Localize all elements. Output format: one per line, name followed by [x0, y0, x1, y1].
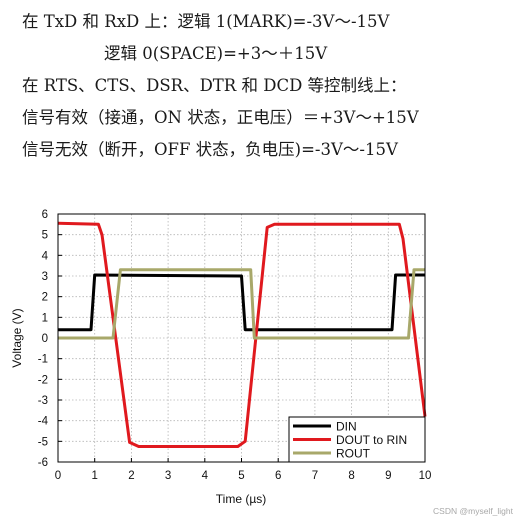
x-tick-label: 5: [238, 470, 244, 482]
plot-frame: [57, 213, 426, 463]
x-tick-label: 3: [165, 470, 171, 482]
x-tick-label: 10: [419, 470, 432, 482]
y-tick-label: -2: [38, 374, 48, 386]
x-tick-label: 4: [202, 470, 209, 482]
y-axis-label: Voltage (V): [10, 308, 24, 367]
x-tick-label: 6: [275, 470, 281, 482]
text-line-5: 信号无效（断开，OFF 状态，负电压)=-3V～-15V: [22, 140, 398, 159]
x-tick-label: 7: [312, 470, 318, 482]
y-tick-label: 5: [42, 230, 48, 242]
series-line-dout-to-rin: [57, 221, 427, 448]
watermark-text: CSDN @myself_light: [433, 506, 513, 516]
series-line-din: [58, 273, 425, 332]
series-line-rout: [58, 268, 425, 340]
legend-label: ROUT: [336, 447, 371, 461]
x-tick-label: 0: [55, 470, 61, 482]
series-lines: [57, 221, 427, 448]
text-block: 在 TxD 和 RxD 上：逻辑 1(MARK)=-3V～-15V 逻辑 0(S…: [22, 6, 512, 166]
x-tick-label: 9: [385, 470, 391, 482]
legend-label: DIN: [336, 420, 357, 434]
y-tick-label: -5: [38, 436, 48, 448]
x-tick-label: 1: [91, 470, 97, 482]
y-tick-label: 4: [42, 250, 49, 262]
y-tick-label: -4: [38, 416, 49, 428]
text-line-3: 在 RTS、CTS、DSR、DTR 和 DCD 等控制线上：: [22, 76, 407, 95]
x-tick-label: 8: [348, 470, 354, 482]
x-tick-label: 2: [128, 470, 134, 482]
y-tick-label: -6: [38, 457, 48, 469]
y-tick-label: -3: [38, 395, 48, 407]
y-tick-label: 3: [42, 271, 48, 283]
y-tick-label: 1: [42, 312, 48, 324]
y-tick-label: -1: [38, 354, 48, 366]
y-tick-label: 2: [42, 292, 48, 304]
text-line-4: 信号有效（接通，ON 状态，正电压）＝+3V～+15V: [22, 108, 419, 127]
legend-label: DOUT to RIN: [336, 433, 407, 447]
text-line-1: 在 TxD 和 RxD 上：逻辑 1(MARK)=-3V～-15V: [22, 12, 390, 31]
y-tick-label: 6: [42, 209, 48, 221]
y-tick-label: 0: [42, 333, 48, 345]
x-axis-label: Time (µs): [216, 492, 266, 506]
text-line-2: 逻辑 0(SPACE)=+3～＋15V: [104, 44, 328, 63]
